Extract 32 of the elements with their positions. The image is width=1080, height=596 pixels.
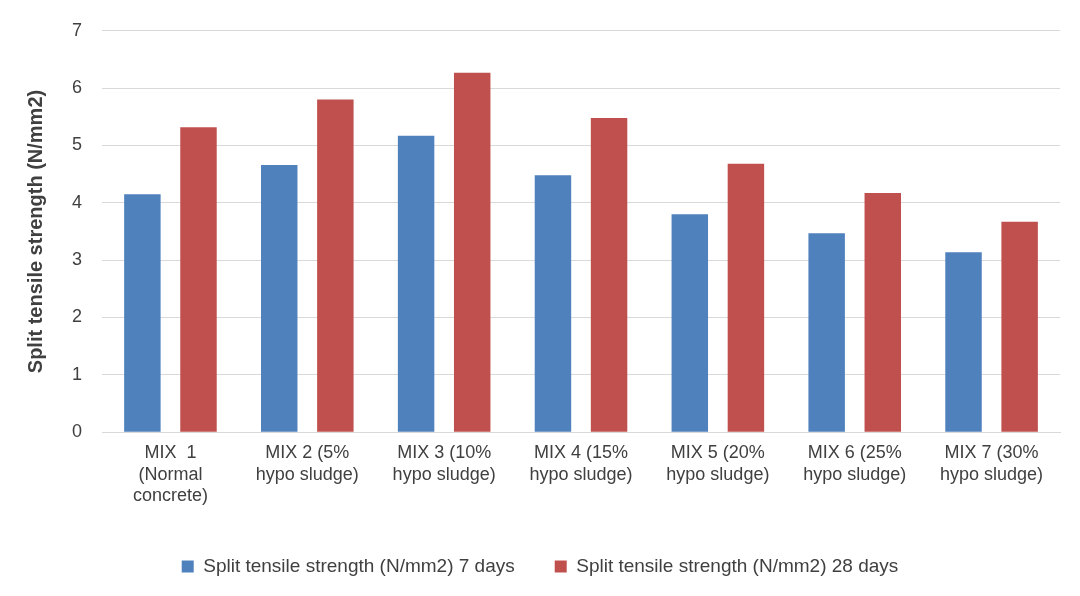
bar (590, 117, 628, 432)
bar (180, 127, 217, 432)
y-tick-label: 0 (72, 421, 83, 442)
bar (808, 233, 845, 432)
bar (727, 163, 765, 432)
y-tick-label: 2 (72, 306, 83, 327)
y-tick-label: 1 (72, 363, 83, 384)
legend-label: Split tensile strength (N/mm2) 7 days (203, 554, 515, 576)
y-tick-label: 4 (72, 191, 83, 212)
y-tick-label: 3 (72, 249, 83, 270)
bar (397, 135, 435, 432)
bar (124, 194, 161, 432)
x-tick-label: MIX 5 (20% hypo sludge) (666, 441, 770, 484)
bar (945, 252, 982, 432)
y-axis-title: Split tensile strength (N/mm2) (23, 89, 46, 374)
y-tick-label: 6 (72, 77, 83, 98)
x-tick-label: MIX 3 (10% hypo sludge) (392, 441, 496, 484)
y-tick-label: 7 (72, 19, 83, 40)
bar (534, 175, 572, 432)
x-tick-label: MIX 6 (25% hypo sludge) (803, 441, 907, 484)
y-tick-label: 5 (72, 134, 83, 155)
bar (261, 164, 298, 432)
bar (1001, 221, 1038, 432)
legend-label: Split tensile strength (N/mm2) 28 days (576, 554, 899, 576)
x-tick-label: MIX 2 (5% hypo sludge) (255, 441, 359, 484)
bar (864, 193, 902, 432)
x-tick-label: MIX 4 (15% hypo sludge) (529, 441, 633, 484)
bar (453, 72, 491, 432)
x-tick-label: MIX 7 (30% hypo sludge) (940, 441, 1044, 484)
bar (671, 214, 709, 432)
x-tick-label: MIX 1 (Normal concrete) (132, 441, 208, 506)
bar (317, 99, 354, 432)
